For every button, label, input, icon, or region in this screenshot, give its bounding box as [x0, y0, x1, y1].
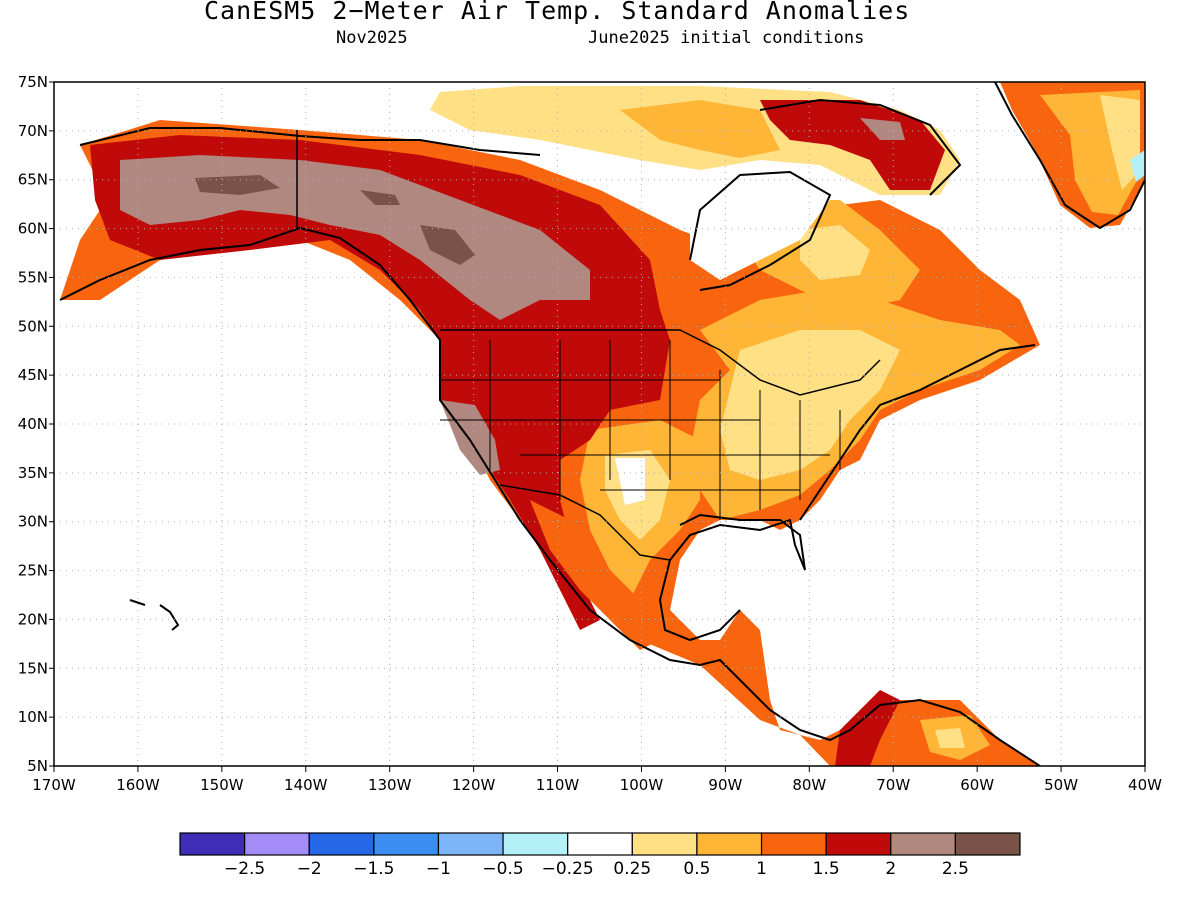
lat-label: 25N: [18, 562, 48, 580]
lat-label: 45N: [18, 366, 48, 384]
colorbar-swatch: [437, 832, 504, 856]
lon-label: 160W: [116, 776, 160, 794]
graticule: [54, 82, 1145, 766]
colorbar-label: 1.5: [813, 859, 840, 879]
colorbar-swatch: [179, 832, 246, 856]
lon-label: 140W: [284, 776, 328, 794]
baffin-anomaly-25: [860, 118, 905, 140]
lat-label: 35N: [18, 464, 48, 482]
colorbar-swatch: [954, 832, 1021, 856]
lon-label: 130W: [368, 776, 412, 794]
alaska-yukon-anomaly-25: [120, 155, 590, 320]
colorbar-label: 2.5: [942, 859, 969, 879]
colorbar-label: −0.5: [482, 859, 523, 879]
arctic-islands-warm: [620, 100, 780, 158]
bc-anomaly-extreme: [420, 225, 475, 265]
hawaii-outline: [129, 599, 180, 631]
colorbar-swatch: [760, 832, 827, 856]
longitude-labels: 170W 160W 150W 140W 130W 120W 110W 100W 90W 80W 70…: [32, 766, 1162, 794]
colorbar-label: −1: [426, 859, 451, 879]
lat-label: 20N: [18, 610, 48, 628]
mexico-anomaly-15: [530, 500, 660, 650]
valid-month-label: Nov2025: [336, 28, 408, 48]
gulf-coastline: [658, 513, 806, 642]
colorbar-swatch: [567, 832, 633, 856]
us-mexico-border: [499, 484, 671, 561]
lon-label: 150W: [200, 776, 244, 794]
colorbar: [179, 832, 1021, 856]
chart-title: CanESM5 2−Meter Air Temp. Standard Anoma…: [204, 0, 911, 25]
colorbar-label: 0.5: [683, 859, 710, 879]
hudson-white: [690, 170, 830, 280]
colorbar-label: −0.25: [542, 859, 594, 879]
lon-label: 120W: [452, 776, 496, 794]
north-america-coastline: [59, 226, 1041, 766]
lat-label: 5N: [27, 757, 48, 775]
coastlines: [59, 82, 1145, 766]
east-anomaly-025: [720, 330, 900, 480]
colorbar-label: −2.5: [224, 859, 265, 879]
lat-label: 30N: [18, 513, 48, 531]
us-canada-border: [440, 329, 881, 396]
latitude-labels: 75N 70N 65N 60N 55N 50N 45N 40N 35N 30N 25N 20N 15N 1…: [18, 73, 54, 775]
southern-plains-white: [615, 458, 645, 505]
colorbar-swatch: [308, 832, 375, 856]
lon-label: 80W: [792, 776, 826, 794]
lon-label: 60W: [960, 776, 994, 794]
colorbar-swatch: [244, 832, 310, 856]
colorbar-label: −2: [297, 859, 322, 879]
lon-label: 170W: [32, 776, 76, 794]
arctic-coastline: [79, 127, 541, 156]
lat-label: 50N: [18, 317, 48, 335]
colorbar-swatch: [890, 832, 956, 856]
lat-label: 60N: [18, 220, 48, 238]
lat-label: 55N: [18, 268, 48, 286]
yukon-anomaly-extreme: [360, 190, 400, 205]
lat-label: 15N: [18, 659, 48, 677]
lat-label: 75N: [18, 73, 48, 91]
south-america-anomaly-2: [835, 690, 900, 766]
lat-label: 70N: [18, 122, 48, 140]
initial-conditions-label: June2025 initial conditions: [588, 28, 865, 48]
colorbar-labels: −2.5 −2 −1.5 −1 −0.5 −0.25 0.25 0.5 1 1.5 2 2.5: [224, 859, 969, 879]
colorbar-swatch: [373, 832, 440, 856]
colorbar-swatch: [631, 832, 698, 856]
lat-label: 10N: [18, 708, 48, 726]
colorbar-swatch: [502, 832, 569, 856]
lon-label: 40W: [1128, 776, 1162, 794]
quebec-anomaly-025: [800, 225, 870, 280]
colorbar-swatch: [825, 832, 892, 856]
lat-label: 40N: [18, 415, 48, 433]
greenland-cold-spot: [1130, 150, 1145, 182]
lat-label: 65N: [18, 171, 48, 189]
greenland-anomaly-025: [1100, 95, 1140, 190]
lon-label: 50W: [1044, 776, 1078, 794]
greenland-coastline: [994, 82, 1145, 230]
lon-label: 100W: [620, 776, 664, 794]
baffin-coastline: [759, 98, 962, 196]
hudson-bay-coastline: [689, 170, 832, 291]
lon-label: 70W: [876, 776, 910, 794]
colorbar-label: 2: [885, 859, 896, 879]
colorbar-label: 0.25: [613, 859, 651, 879]
state-lines: [440, 340, 841, 520]
colorbar-swatch: [696, 832, 763, 856]
colorbar-label: 1: [756, 859, 767, 879]
lon-label: 90W: [708, 776, 742, 794]
atlantic-coastline: [799, 344, 1036, 521]
lon-label: 110W: [536, 776, 580, 794]
anomaly-fill-layer: [60, 82, 1145, 766]
south-america-anomaly-025: [935, 728, 965, 748]
colorbar-label: −1.5: [353, 859, 394, 879]
